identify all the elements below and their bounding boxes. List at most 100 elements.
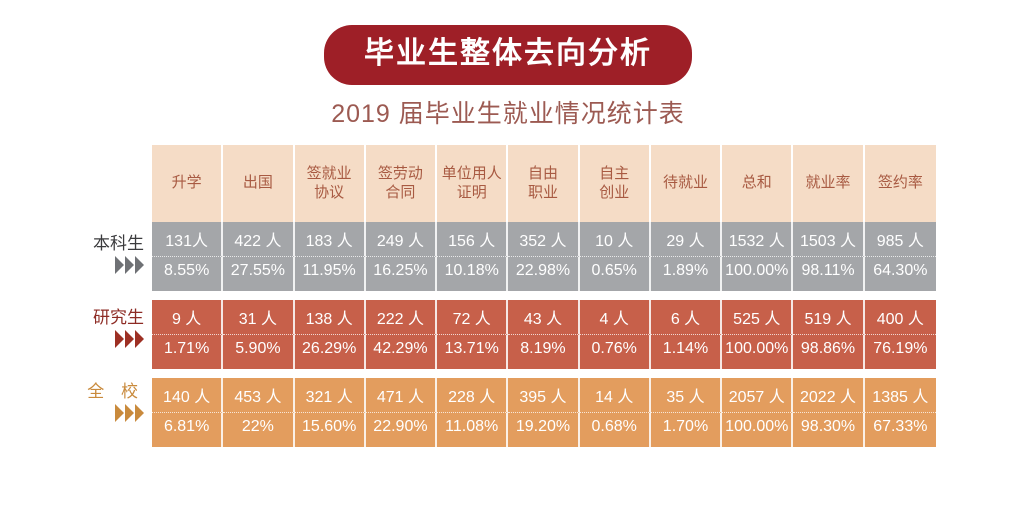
column-header: 单位用人 证明	[437, 145, 509, 222]
column-header: 就业率	[793, 145, 865, 222]
column-header: 总和	[722, 145, 794, 222]
count-cell: 31 人	[223, 300, 295, 335]
count-cell: 321 人	[294, 378, 366, 413]
count-cell: 519 人	[793, 300, 865, 335]
count-cell: 985 人	[864, 222, 936, 257]
count-cell: 140 人	[152, 378, 224, 413]
count-cell: 471 人	[365, 378, 438, 413]
percent-cell: 64.30%	[864, 257, 936, 291]
percent-cell: 98.30%	[793, 413, 865, 447]
percent-cell: 1.70%	[650, 413, 723, 447]
percent-cell: 100.00%	[722, 335, 794, 369]
percent-cell: 13.71%	[437, 335, 509, 369]
table-row: 1.71% 5.90% 26.29% 42.29% 13.71% 8.19% 0.76% 1.…	[152, 335, 936, 369]
count-cell: 352 人	[508, 222, 580, 257]
count-cell: 131人	[152, 222, 224, 257]
count-cell: 9 人	[152, 300, 224, 335]
count-cell: 2022 人	[793, 378, 865, 413]
count-cell: 72 人	[437, 300, 509, 335]
count-cell: 183 人	[294, 222, 366, 257]
percent-cell: 5.90%	[223, 335, 295, 369]
table-row: 6.81% 22% 15.60% 22.90% 11.08% 19.20% 0.68% 1.7…	[152, 413, 936, 447]
chevron-group-icon	[114, 330, 144, 348]
percent-cell: 11.08%	[437, 413, 509, 447]
percent-cell: 100.00%	[722, 413, 794, 447]
chevron-right-icon	[115, 256, 124, 274]
count-cell: 138 人	[294, 300, 366, 335]
percent-cell: 1.71%	[152, 335, 224, 369]
count-cell: 43 人	[508, 300, 580, 335]
percent-cell: 76.19%	[864, 335, 936, 369]
chevron-group-icon	[114, 256, 144, 274]
percent-cell: 27.55%	[223, 257, 295, 291]
row-label-gray: 本科生	[80, 222, 152, 287]
chevron-right-icon	[135, 330, 144, 348]
count-cell: 35 人	[650, 378, 723, 413]
percent-cell: 8.55%	[152, 257, 224, 291]
chevron-right-icon	[135, 404, 144, 422]
row-label-text: 研究生	[93, 308, 144, 327]
row-label-text: 全 校	[87, 382, 144, 401]
table-header: 升学 出国 签就业 协议 签劳动 合同 单位用人 证明 自由 职业 自主 创业 待就业 总和 就业率 签约率	[152, 145, 936, 222]
percent-cell: 98.86%	[793, 335, 865, 369]
count-cell: 6 人	[650, 300, 723, 335]
percent-cell: 22.90%	[365, 413, 438, 447]
column-header: 升学	[152, 145, 224, 222]
count-cell: 453 人	[223, 378, 295, 413]
count-cell: 4 人	[579, 300, 651, 335]
count-cell: 10 人	[579, 222, 651, 257]
percent-cell: 10.18%	[437, 257, 509, 291]
table-header-row: 升学 出国 签就业 协议 签劳动 合同 单位用人 证明 自由 职业 自主 创业 待就业 总和 就业率 签约率	[152, 145, 936, 222]
percent-cell: 26.29%	[294, 335, 366, 369]
percent-cell: 6.81%	[152, 413, 224, 447]
column-header: 签就业 协议	[294, 145, 366, 222]
percent-cell: 1.14%	[650, 335, 723, 369]
count-cell: 156 人	[437, 222, 509, 257]
count-cell: 222 人	[365, 300, 438, 335]
count-cell: 400 人	[864, 300, 936, 335]
row-label-orange: 全 校	[80, 370, 152, 435]
row-spacer-cell	[152, 291, 936, 300]
statistics-table-area: 本科生研究生全 校 升学 出国 签就业 协议 签劳动 合同 单位用人 证明 自由 职业 自主 创业 待就…	[80, 145, 936, 460]
page-title-badge: 毕业生整体去向分析	[324, 25, 692, 85]
page-subtitle: 2019 届毕业生就业情况统计表	[331, 100, 685, 128]
column-header: 待就业	[650, 145, 723, 222]
percent-cell: 19.20%	[508, 413, 580, 447]
table-body: 131人 422 人 183 人 249 人 156 人 352 人 10 人 29 人 153…	[152, 222, 936, 447]
percent-cell: 67.33%	[864, 413, 936, 447]
column-header: 签约率	[864, 145, 936, 222]
table-row: 131人 422 人 183 人 249 人 156 人 352 人 10 人 29 人 153…	[152, 222, 936, 257]
column-header: 自主 创业	[579, 145, 651, 222]
row-label-red: 研究生	[80, 296, 152, 361]
row-label-gutter: 本科生 研究生全 校	[80, 222, 152, 444]
chevron-right-icon	[115, 330, 124, 348]
count-cell: 1532 人	[722, 222, 794, 257]
graduate-destination-table: 升学 出国 签就业 协议 签劳动 合同 单位用人 证明 自由 职业 自主 创业 待就业 总和 就业率 签约率 …	[152, 145, 936, 447]
percent-cell: 0.76%	[579, 335, 651, 369]
percent-cell: 0.65%	[579, 257, 651, 291]
column-header: 出国	[223, 145, 295, 222]
chevron-group-icon	[114, 404, 144, 422]
table-row: 140 人 453 人 321 人 471 人 228 人 395 人 14 人 35 人 20…	[152, 378, 936, 413]
row-spacer	[152, 369, 936, 378]
percent-cell: 42.29%	[365, 335, 438, 369]
percent-cell: 100.00%	[722, 257, 794, 291]
count-cell: 228 人	[437, 378, 509, 413]
count-cell: 1503 人	[793, 222, 865, 257]
percent-cell: 0.68%	[579, 413, 651, 447]
count-cell: 2057 人	[722, 378, 794, 413]
percent-cell: 16.25%	[365, 257, 438, 291]
count-cell: 1385 人	[864, 378, 936, 413]
count-cell: 14 人	[579, 378, 651, 413]
chevron-right-icon	[125, 404, 134, 422]
percent-cell: 98.11%	[793, 257, 865, 291]
chevron-right-icon	[115, 404, 124, 422]
row-label-text: 本科生	[93, 234, 144, 253]
count-cell: 525 人	[722, 300, 794, 335]
row-spacer	[152, 291, 936, 300]
column-header: 自由 职业	[508, 145, 580, 222]
count-cell: 395 人	[508, 378, 580, 413]
count-cell: 29 人	[650, 222, 723, 257]
percent-cell: 1.89%	[650, 257, 723, 291]
